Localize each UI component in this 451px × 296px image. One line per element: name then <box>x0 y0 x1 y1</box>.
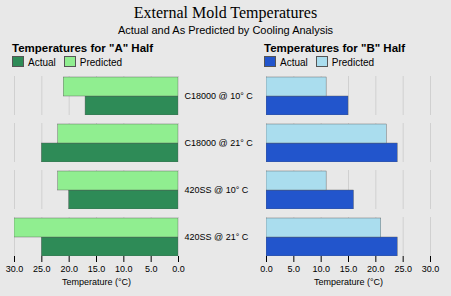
svg-text:0.0: 0.0 <box>260 264 273 274</box>
svg-text:C18000 @ 21° C: C18000 @ 21° C <box>185 138 254 148</box>
svg-text:0.0: 0.0 <box>172 264 185 274</box>
svg-text:20.0: 20.0 <box>367 264 385 274</box>
svg-text:20.0: 20.0 <box>60 264 78 274</box>
html-text:Predicted: Predicted <box>79 57 122 68</box>
svg-text:Temperature (°C): Temperature (°C) <box>62 277 131 287</box>
svg-text:Temperature (°C): Temperature (°C) <box>314 277 383 287</box>
html-text:Temperatures for "B" Half: Temperatures for "B" Half <box>264 42 406 54</box>
svg-text:5.0: 5.0 <box>145 264 158 274</box>
svg-text:10.0: 10.0 <box>312 264 330 274</box>
svg-text:420SS @ 10° C: 420SS @ 10° C <box>185 185 249 195</box>
svg-text:30.0: 30.0 <box>6 264 24 274</box>
html-text:Temperatures for "A" Half: Temperatures for "A" Half <box>12 42 154 54</box>
svg-text:25.0: 25.0 <box>33 264 51 274</box>
svg-text:5.0: 5.0 <box>288 264 301 274</box>
svg-text:15.0: 15.0 <box>340 264 358 274</box>
html-text:Actual and As Predicted by Coo: Actual and As Predicted by Cooling Analy… <box>117 24 334 36</box>
svg-text:C18000 @ 10° C: C18000 @ 10° C <box>185 91 254 101</box>
svg-text:15.0: 15.0 <box>88 264 106 274</box>
html-text:External Mold Temperatures: External Mold Temperatures <box>133 4 318 21</box>
html-text:Predicted: Predicted <box>331 57 374 68</box>
html-text:Actual: Actual <box>280 57 308 68</box>
svg-text:420SS @ 21° C: 420SS @ 21° C <box>185 232 249 242</box>
html-text:Actual: Actual <box>28 57 56 68</box>
svg-text:10.0: 10.0 <box>115 264 133 274</box>
svg-text:30.0: 30.0 <box>422 264 440 274</box>
svg-text:25.0: 25.0 <box>394 264 412 274</box>
